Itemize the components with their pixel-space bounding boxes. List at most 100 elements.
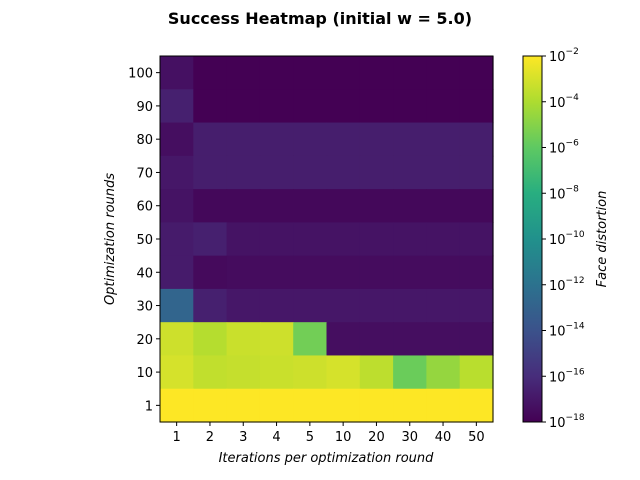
colorbar <box>522 55 543 423</box>
heatmap-cell <box>426 222 461 257</box>
heatmap-cell <box>259 122 294 157</box>
y-tick-label: 10 <box>136 366 153 381</box>
heatmap-cell <box>326 388 361 423</box>
heatmap-cell <box>226 388 261 423</box>
heatmap-cell <box>426 355 461 390</box>
heatmap-cell <box>293 322 328 357</box>
heatmap-cell <box>393 222 427 257</box>
heatmap-cell <box>226 122 261 157</box>
heatmap-cell <box>359 255 394 290</box>
heatmap-cell <box>459 288 494 323</box>
y-tick-label: 30 <box>136 300 153 315</box>
x-tick-label: 3 <box>239 430 247 445</box>
colorbar-tick-label: 10−18 <box>549 413 585 431</box>
heatmap-cell <box>293 388 328 423</box>
heatmap-cell <box>259 355 294 390</box>
y-axis-ticks: 1 10 20 30 40 50 60 70 80 90 100 <box>128 67 160 414</box>
chart-title: Success Heatmap (initial w = 5.0) <box>168 9 472 28</box>
heatmap-cell <box>193 89 228 124</box>
heatmap-cell <box>293 255 328 290</box>
x-tick-label: 5 <box>306 430 314 445</box>
y-tick-label: 90 <box>136 100 153 115</box>
heatmap-cell <box>359 288 394 323</box>
heatmap-cell <box>293 89 328 124</box>
heatmap-cell <box>193 122 228 157</box>
heatmap-cell <box>326 322 361 357</box>
heatmap-cell <box>393 355 427 390</box>
heatmap-cell <box>459 222 494 257</box>
y-tick-label: 50 <box>136 233 153 248</box>
colorbar-tick-label: 10−4 <box>549 93 579 111</box>
heatmap-cell <box>326 155 361 190</box>
heatmap-cell <box>359 355 394 390</box>
y-tick-label: 70 <box>136 166 153 181</box>
x-tick-label: 50 <box>468 430 485 445</box>
heatmap-cell <box>326 255 361 290</box>
y-tick-label: 60 <box>136 200 153 215</box>
colorbar-tick-label: 10−2 <box>549 47 579 65</box>
heatmap-cell <box>259 288 294 323</box>
heatmap-cell <box>359 222 394 257</box>
x-tick-label: 1 <box>173 430 181 445</box>
heatmap-cell <box>226 355 261 390</box>
heatmap-cell <box>326 288 361 323</box>
x-tick-label: 30 <box>401 430 418 445</box>
heatmap-cell <box>259 388 294 423</box>
heatmap-cell <box>226 255 261 290</box>
colorbar-tick-label: 10−6 <box>549 139 579 157</box>
heatmap-cell <box>293 155 328 190</box>
heatmap-cell <box>160 56 194 90</box>
heatmap-cell <box>293 122 328 157</box>
heatmap-cell <box>459 388 494 423</box>
heatmap-cell <box>426 89 461 124</box>
x-axis-ticks: 1 2 3 4 5 10 20 30 40 50 <box>173 422 485 445</box>
heatmap-cell <box>359 122 394 157</box>
heatmap-cell <box>393 89 427 124</box>
heatmap-cell <box>393 155 427 190</box>
x-tick-label: 2 <box>206 430 214 445</box>
heatmap-cell <box>226 222 261 257</box>
heatmap-cell <box>259 56 294 90</box>
x-tick-label: 10 <box>335 430 352 445</box>
heatmap-cell <box>259 189 294 223</box>
heatmap-cell <box>326 222 361 257</box>
heatmap-cell <box>160 288 194 323</box>
heatmap-cell <box>393 288 427 323</box>
heatmap-cell <box>359 155 394 190</box>
heatmap-cell <box>393 388 427 423</box>
heatmap-cell <box>160 355 194 390</box>
y-tick-label: 1 <box>145 399 153 414</box>
heatmap-cells <box>160 56 494 423</box>
heatmap-cell <box>193 155 228 190</box>
heatmap-cell <box>426 388 461 423</box>
x-tick-label: 20 <box>368 430 385 445</box>
heatmap-cell <box>293 288 328 323</box>
heatmap-cell <box>459 189 494 223</box>
y-tick-label: 80 <box>136 133 153 148</box>
heatmap-cell <box>193 288 228 323</box>
heatmap-cell <box>426 322 461 357</box>
heatmap-cell <box>226 322 261 357</box>
heatmap-cell <box>426 122 461 157</box>
heatmap-cell <box>326 56 361 90</box>
heatmap-cell <box>326 122 361 157</box>
heatmap-cell <box>326 89 361 124</box>
heatmap-cell <box>426 189 461 223</box>
heatmap-cell <box>259 222 294 257</box>
colorbar-label: Face distortion <box>595 191 610 288</box>
heatmap-cell <box>259 255 294 290</box>
heatmap-cell <box>193 189 228 223</box>
heatmap-cell <box>160 388 194 423</box>
heatmap-cell <box>459 56 494 90</box>
y-tick-label: 40 <box>136 266 153 281</box>
heatmap-cell <box>226 288 261 323</box>
y-axis-label: Optimization rounds <box>103 173 118 305</box>
heatmap-cell <box>359 322 394 357</box>
heatmap-cell <box>459 255 494 290</box>
colorbar-tick-label: 10−8 <box>549 184 579 202</box>
heatmap-cell <box>193 388 228 423</box>
heatmap-cell <box>426 56 461 90</box>
heatmap-cell <box>393 189 427 223</box>
heatmap-cell <box>226 56 261 90</box>
heatmap-cell <box>193 222 228 257</box>
